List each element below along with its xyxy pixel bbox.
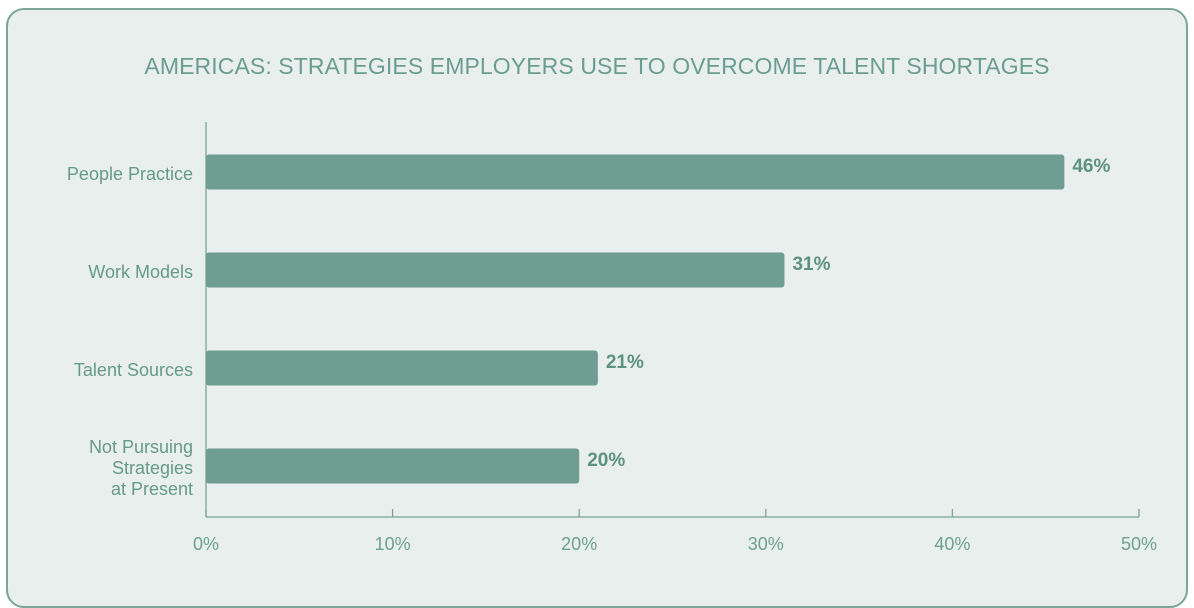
x-tick-label: 0% [192, 534, 220, 554]
bar [206, 350, 598, 386]
bar [206, 448, 580, 484]
value-label: 21% [605, 352, 644, 373]
category-label: Not Pursuing Strategies at Present [88, 436, 193, 499]
x-tick-label: 40% [934, 534, 971, 554]
value-label: 20% [587, 450, 626, 471]
x-tick-label: 30% [747, 534, 784, 554]
category-label: Work Models [88, 261, 193, 282]
bar-chart [205, 122, 1140, 518]
chart-card [6, 8, 1188, 608]
value-label: 31% [792, 254, 831, 275]
category-label: People Practice [66, 163, 193, 184]
x-tick-label: 20% [561, 534, 598, 554]
bar [206, 252, 785, 288]
category-label: Talent Sources [73, 359, 193, 380]
bar [206, 154, 1065, 190]
x-tick-label: 50% [1120, 534, 1158, 554]
x-tick-label: 10% [374, 534, 411, 554]
value-label: 46% [1072, 156, 1111, 177]
chart-title: AMERICAS: STRATEGIES EMPLOYERS USE TO OV… [144, 53, 1050, 79]
